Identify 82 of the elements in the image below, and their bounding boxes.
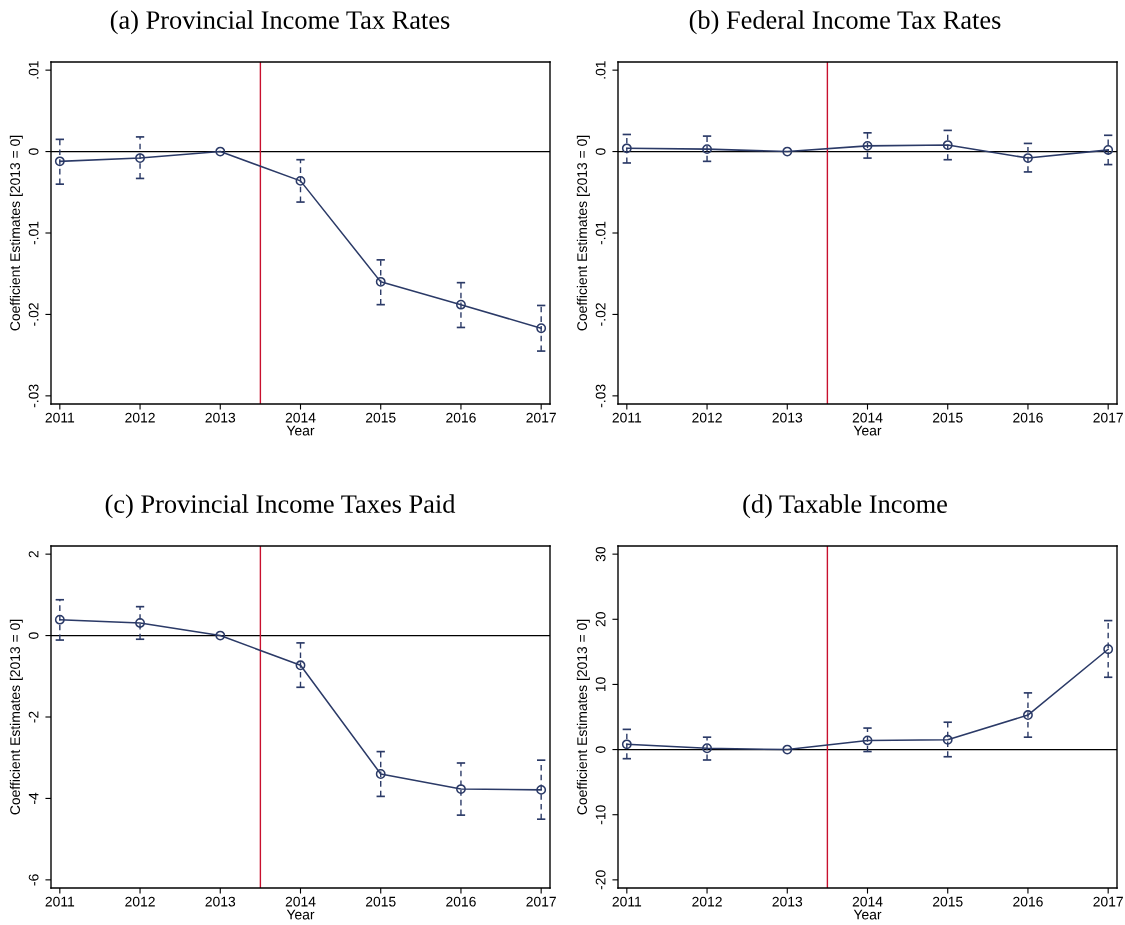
x-tick-label: 2016 <box>1013 412 1043 423</box>
y-tick-label: -.02 <box>595 303 606 326</box>
y-axis-title: Coefficient Estimates [2013 = 0] <box>576 135 590 331</box>
point <box>54 614 65 625</box>
x-axis-title: Year <box>286 425 315 436</box>
point <box>536 784 547 795</box>
y-tick-label: -.03 <box>28 384 39 408</box>
point <box>375 276 386 287</box>
x-tick-label: 2014 <box>285 412 316 423</box>
point <box>456 299 466 310</box>
point <box>54 156 65 167</box>
y-tick-label: 0 <box>28 148 39 155</box>
point <box>621 739 632 750</box>
x-tick-label: 2013 <box>205 412 236 423</box>
point <box>942 734 953 745</box>
y-axis-title: Coefficient Estimates [2013 = 0] <box>9 619 23 815</box>
y-tick-label: -.01 <box>28 221 39 245</box>
x-tick-label: 2017 <box>526 412 556 423</box>
point <box>702 743 712 754</box>
point <box>215 146 226 157</box>
x-tick-label: 2013 <box>772 412 803 423</box>
x-tick-label: 2017 <box>1093 896 1123 907</box>
y-tick-label: .01 <box>28 61 39 79</box>
point <box>1023 710 1033 720</box>
y-tick-label: 2 <box>28 550 39 558</box>
x-tick-label: 2013 <box>205 896 236 907</box>
x-tick-label: 2017 <box>526 896 556 907</box>
x-tick-label: 2014 <box>852 896 883 907</box>
y-tick-label: 0 <box>595 148 606 155</box>
y-tick-label: -4 <box>28 792 39 804</box>
chart-title: (c) Provincial Income Taxes Paid <box>105 494 456 519</box>
point <box>1103 644 1114 655</box>
x-tick-label: 2016 <box>446 412 476 423</box>
x-tick-label: 2015 <box>365 896 396 907</box>
point <box>135 618 145 628</box>
x-tick-label: 2011 <box>612 412 642 423</box>
chart-title: (b) Federal Income Tax Rates <box>689 10 1001 35</box>
x-axis-title: Year <box>853 909 882 920</box>
x-tick-label: 2012 <box>692 412 722 423</box>
x-tick-label: 2016 <box>446 896 476 907</box>
x-tick-label: 2015 <box>932 412 963 423</box>
y-tick-label: 10 <box>595 677 606 692</box>
x-tick-label: 2014 <box>285 896 316 907</box>
x-tick-label: 2014 <box>852 412 883 423</box>
point <box>135 153 145 164</box>
point <box>782 744 793 755</box>
y-tick-label: -.03 <box>595 384 606 408</box>
x-tick-label: 2016 <box>1013 896 1043 907</box>
x-tick-label: 2017 <box>1093 412 1123 423</box>
x-axis-title: Year <box>853 425 882 436</box>
point <box>295 175 306 186</box>
y-axis-title: Coefficient Estimates [2013 = 0] <box>9 135 23 331</box>
x-tick-label: 2015 <box>932 896 963 907</box>
y-tick-label: 0 <box>28 632 39 639</box>
point <box>456 784 466 794</box>
y-tick-label: -20 <box>595 870 606 890</box>
x-tick-label: 2013 <box>772 896 803 907</box>
y-tick-label: -2 <box>28 711 39 723</box>
point <box>215 630 226 641</box>
x-tick-label: 2011 <box>612 896 642 907</box>
point <box>375 769 386 779</box>
y-tick-label: 0 <box>595 746 606 753</box>
x-tick-label: 2011 <box>45 412 75 423</box>
y-tick-label: -.01 <box>595 221 606 245</box>
y-tick-label: -6 <box>28 874 39 886</box>
point <box>862 735 873 746</box>
y-tick-label: -10 <box>595 805 606 825</box>
x-tick-label: 2011 <box>45 896 75 907</box>
x-tick-label: 2015 <box>365 412 396 423</box>
y-tick-label: -.02 <box>28 303 39 326</box>
chart-title: (d) Taxable Income <box>743 494 947 519</box>
y-axis-title: Coefficient Estimates [2013 = 0] <box>576 619 590 815</box>
x-tick-label: 2012 <box>125 896 155 907</box>
point <box>536 323 547 334</box>
x-tick-label: 2012 <box>125 412 155 423</box>
chart-title: (a) Provincial Income Tax Rates <box>110 10 450 35</box>
x-tick-label: 2012 <box>692 896 722 907</box>
y-tick-label: 30 <box>595 546 606 562</box>
x-axis-title: Year <box>286 909 315 920</box>
point <box>295 660 306 671</box>
y-tick-label: .01 <box>595 61 606 79</box>
y-tick-label: 20 <box>595 612 606 627</box>
